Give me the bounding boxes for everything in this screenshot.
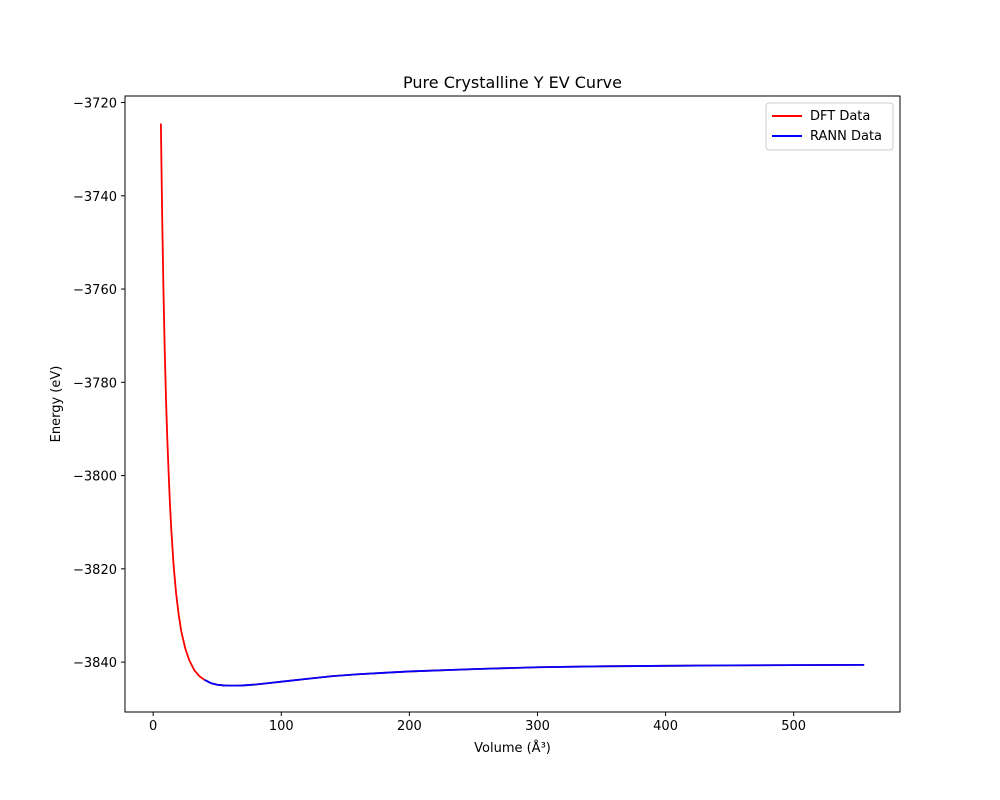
y-tick-label: −3760: [73, 283, 117, 298]
x-tick-label: 200: [397, 719, 422, 734]
series-line-rann-data: [204, 664, 865, 687]
y-tick-label: −3840: [73, 656, 117, 671]
y-tick-label: −3720: [73, 97, 117, 112]
axes-frame: [124, 95, 901, 713]
legend-label-rann: RANN Data: [810, 129, 882, 144]
x-tick-label: 100: [269, 719, 294, 734]
x-tick-label: 400: [653, 719, 678, 734]
y-tick-label: −3820: [73, 563, 117, 578]
y-tick-label: −3740: [73, 190, 117, 205]
x-tick-label: 500: [781, 719, 806, 734]
legend-box: [765, 102, 894, 151]
y-tick-label: −3780: [73, 376, 117, 391]
plot-area: [159, 123, 865, 687]
x-axis-label: Volume (Å³): [474, 740, 551, 756]
chart-title: Pure Crystalline Y EV Curve: [403, 73, 622, 92]
axis-ticks: 0 100 200 300 400 500 −3840 −3820 −3800 −3780 −376…: [73, 97, 806, 734]
y-tick-label: −3800: [73, 470, 117, 485]
x-tick-label: 0: [149, 719, 157, 734]
legend: DFT Data RANN Data: [765, 102, 894, 151]
legend-label-dft: DFT Data: [810, 109, 870, 124]
y-axis-label: Energy (eV): [49, 366, 64, 443]
x-tick-label: 300: [525, 719, 550, 734]
